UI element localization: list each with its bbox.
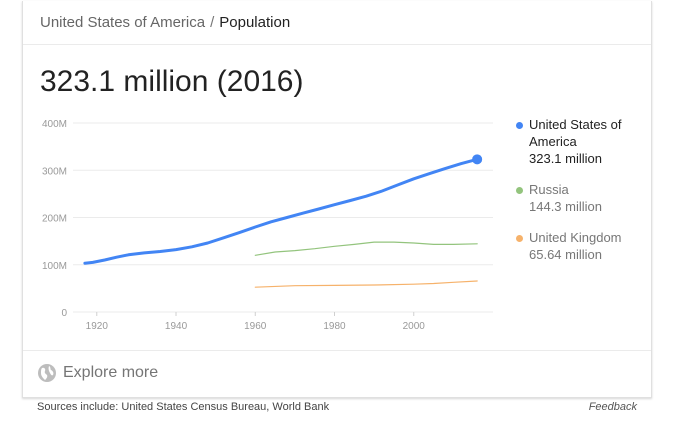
breadcrumb-topic: Population <box>219 14 291 31</box>
chart-legend: United States of America 323.1 million R… <box>513 116 648 277</box>
x-tick-label: 2000 <box>403 321 426 332</box>
y-tick-label: 400M <box>42 119 67 130</box>
population-chart: 0 100M 200M 300M 400M 1920 1940 1960 1980 2000 <box>42 119 493 332</box>
x-tick-label: 1980 <box>323 321 346 332</box>
breadcrumb-separator: / <box>210 14 215 31</box>
y-tick-label: 0 <box>61 308 67 319</box>
y-tick-label: 300M <box>42 166 67 177</box>
knowledge-card: United States of America / Population 323.… <box>22 1 652 398</box>
x-tick-label: 1940 <box>165 321 188 332</box>
footer-divider <box>23 350 651 351</box>
legend-dot-russia <box>516 187 523 194</box>
legend-name: United Kingdom <box>529 230 622 245</box>
series-endpoint-marker <box>472 154 483 165</box>
legend-item-russia[interactable]: Russia 144.3 million <box>513 181 648 215</box>
sources-text: Sources include: United States Census Bu… <box>37 401 330 413</box>
y-tick-label: 100M <box>42 261 67 272</box>
legend-item-uk[interactable]: United Kingdom 65.64 million <box>513 229 648 263</box>
feedback-link[interactable]: Feedback <box>588 401 637 413</box>
header-divider <box>23 44 651 45</box>
legend-dot-usa <box>516 122 523 129</box>
legend-value: 65.64 million <box>529 247 602 262</box>
x-tick-label: 1920 <box>86 321 109 332</box>
series-line-united-kingdom <box>254 280 478 288</box>
x-tick-label: 1960 <box>244 321 267 332</box>
explore-more-link[interactable]: Explore more <box>37 363 158 383</box>
legend-name: United States of America <box>529 117 622 149</box>
legend-name: Russia <box>529 182 569 197</box>
legend-value: 144.3 million <box>529 199 602 214</box>
explore-more-label: Explore more <box>63 364 159 381</box>
breadcrumb: United States of America / Population <box>40 14 290 31</box>
legend-dot-uk <box>516 235 523 242</box>
legend-value: 323.1 million <box>529 151 602 166</box>
globe-icon <box>38 364 56 382</box>
legend-item-usa[interactable]: United States of America 323.1 million <box>513 116 648 167</box>
headline-value: 323.1 million (2016) <box>40 65 304 98</box>
footer: Sources include: United States Census Bu… <box>37 401 637 413</box>
series-line-united-states-of-america <box>83 157 479 265</box>
y-tick-label: 200M <box>42 214 67 225</box>
series-line-russia <box>254 241 478 256</box>
breadcrumb-country-link[interactable]: United States of America <box>40 14 206 31</box>
